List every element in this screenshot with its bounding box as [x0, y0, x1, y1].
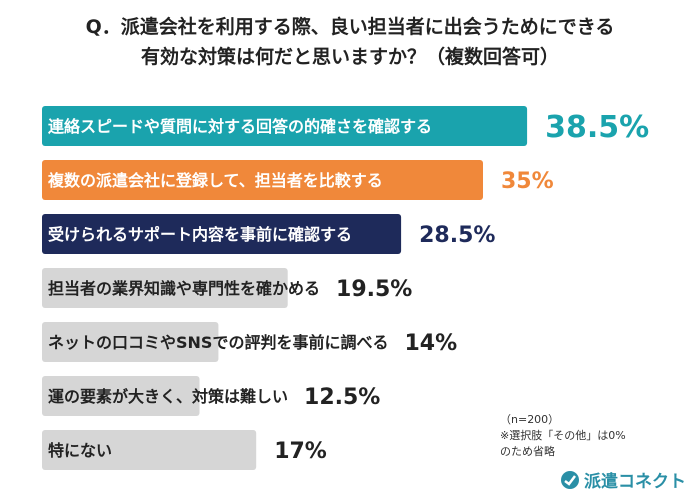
footnote: （n=200） ※選択肢「その他」は0% のため省略 [500, 412, 626, 460]
bar [42, 430, 257, 470]
bar [42, 268, 288, 308]
value-label: 12.5% [304, 385, 380, 410]
bar [42, 106, 528, 146]
value-label: 14% [404, 331, 457, 356]
value-label: 38.5% [545, 110, 649, 145]
category-label: 特にない [48, 441, 112, 460]
bar [42, 160, 483, 200]
footnote-line-3: のため省略 [500, 445, 555, 458]
brand-logo: 派遣コネクト [560, 467, 686, 492]
bar [42, 322, 219, 362]
footnote-sample-size: （n=200） [500, 413, 560, 426]
category-label: 運の要素が大きく、対策は難しい [48, 387, 288, 406]
category-label: 受けられるサポート内容を事前に確認する [48, 225, 352, 244]
value-label: 28.5% [419, 223, 495, 248]
category-label: 担当者の業界知識や専門性を確かめる [48, 279, 320, 298]
footnote-line-2: ※選択肢「その他」は0% [500, 429, 626, 442]
question-line-2: 有効な対策は何だと思いますか？（複数回答可） [140, 46, 559, 68]
bar [42, 214, 402, 254]
category-label: 連絡スピードや質問に対する回答の的確さを確認する [48, 117, 432, 136]
category-label: ネットの口コミやSNSでの評判を事前に調べる [48, 333, 388, 352]
bar [42, 376, 200, 416]
question-title: Q．派遣会社を利用する際、良い担当者に出会うためにできる 有効な対策は何だと思い… [0, 12, 700, 72]
category-label: 複数の派遣会社に登録して、担当者を比較する [47, 171, 383, 190]
value-label: 19.5% [336, 277, 412, 302]
value-label: 35% [501, 169, 554, 194]
brand-name: 派遣コネクト [584, 472, 686, 492]
question-line-1: Q．派遣会社を利用する際、良い担当者に出会うためにできる [85, 16, 615, 38]
value-label: 17% [274, 439, 327, 464]
connect-logo-icon [561, 470, 579, 489]
